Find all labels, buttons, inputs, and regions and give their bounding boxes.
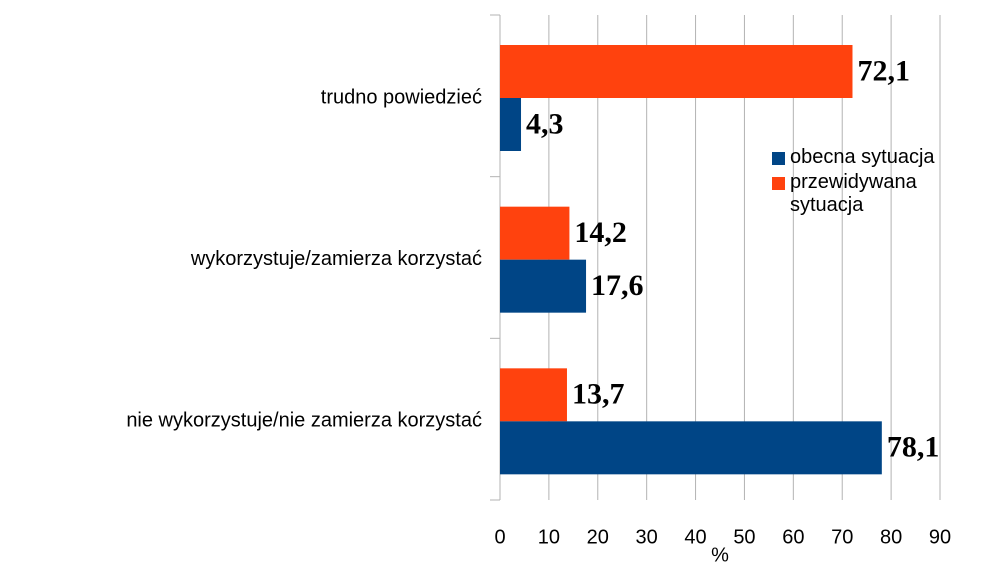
bar [500,98,522,151]
bar [500,45,853,98]
y-tick-label: wykorzystuje/zamierza korzystać [190,248,482,270]
x-tick-label: 20 [587,526,609,548]
x-tick-label: 50 [733,526,755,548]
legend-swatch [772,177,785,190]
x-axis-label: % [711,544,729,565]
bar [500,421,882,475]
bar [500,206,570,260]
legend-swatch [772,152,785,165]
x-tick-label: 0 [494,526,505,548]
x-tick-label: 40 [684,526,706,548]
y-tick-label: trudno powiedzieć [321,86,482,108]
bar [500,259,587,313]
value-label: 13,7 [572,378,625,411]
legend-item: obecna sytuacja [772,146,942,169]
value-label: 14,2 [574,216,627,249]
value-label: 17,6 [591,269,644,302]
value-label: 4,3 [526,107,564,140]
legend-item: przewidywana sytuacja [772,171,942,217]
legend: obecna sytuacja przewidywana sytuacja [772,146,942,219]
x-tick-label: 90 [929,526,951,548]
legend-label: obecna sytuacja [790,146,935,168]
value-label: 72,1 [857,54,910,87]
x-tick-label: 60 [782,526,804,548]
legend-label: przewidywana sytuacja [790,171,917,216]
x-tick-label: 70 [831,526,853,548]
x-tick-label: 30 [636,526,658,548]
bar [500,368,567,422]
x-tick-label: 80 [880,526,902,548]
x-tick-label: 10 [538,526,560,548]
value-label: 78,1 [887,431,940,464]
y-tick-label: nie wykorzystuje/nie zamierza korzystać [126,410,482,432]
